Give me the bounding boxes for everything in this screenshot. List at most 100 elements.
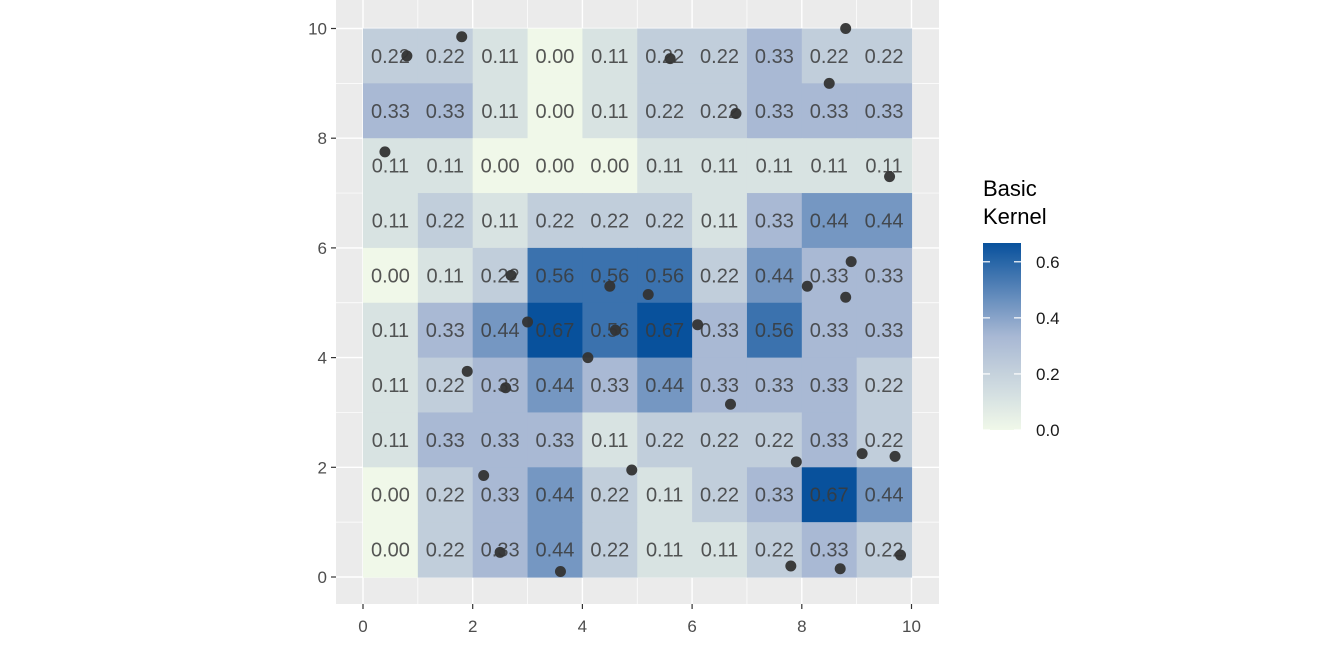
heatmap-cell: [472, 83, 529, 139]
y-axis-tick-label: 4: [318, 349, 327, 368]
data-point: [724, 398, 736, 410]
y-axis-tick-label: 8: [318, 129, 327, 148]
cell-value-label: 0.33: [810, 540, 849, 562]
cell-value-label: 0.33: [481, 485, 520, 507]
heatmap-cell: [637, 83, 693, 139]
heatmap-cell: [527, 247, 583, 304]
cell-value-label: 0.33: [700, 375, 739, 397]
heatmap-cell: [472, 193, 529, 249]
cell-value-label: 0.44: [865, 485, 904, 507]
cell-value-label: 0.22: [590, 210, 629, 232]
cell-value-label: 0.22: [755, 430, 794, 452]
heatmap-cell: [472, 412, 529, 468]
x-axis-tick-label: 0: [358, 617, 367, 636]
data-point: [785, 560, 797, 572]
cell-value-label: 0.44: [536, 485, 575, 507]
data-point: [840, 23, 852, 34]
legend-tick-label: 0.2: [1036, 365, 1060, 384]
heatmap-cell: [637, 412, 693, 468]
cell-value-label: 0.44: [536, 540, 575, 562]
cell-value-label: 0.33: [590, 375, 629, 397]
heatmap-cell: [856, 522, 913, 578]
legend-title: Kernel: [983, 204, 1047, 229]
data-point: [856, 448, 868, 460]
cell-value-label: 0.22: [700, 101, 739, 123]
heatmap-cell: [582, 412, 638, 468]
cell-value-label: 0.56: [590, 265, 629, 287]
x-axis-tick-label: 4: [578, 617, 587, 636]
legend-tick-label: 0.0: [1036, 421, 1060, 440]
cell-value-label: 0.22: [590, 540, 629, 562]
heatmap-cell: [363, 412, 419, 468]
cell-value-label: 0.11: [427, 156, 464, 178]
cell-value-label: 0.11: [701, 156, 738, 178]
data-point: [505, 269, 517, 281]
heatmap-cell: [417, 193, 474, 249]
heatmap-cell: [527, 83, 583, 139]
heatmap-cell: [746, 193, 803, 249]
heatmap-cell: [692, 193, 748, 249]
cell-value-label: 0.11: [810, 156, 847, 178]
cell-value-label: 0.00: [371, 265, 410, 287]
cell-value-label: 0.11: [865, 156, 902, 178]
heatmap-cell: [637, 522, 693, 578]
heatmap-cell: [692, 247, 748, 304]
cell-value-label: 0.11: [481, 46, 518, 68]
heatmap-cell: [527, 467, 583, 523]
data-point: [554, 566, 566, 578]
heatmap-cell: [856, 357, 913, 414]
heatmap-cell: [692, 522, 748, 578]
cell-value-label: 0.33: [426, 101, 465, 123]
heatmap-cell: [417, 247, 474, 304]
heatmap-cell: [856, 412, 913, 468]
cell-value-label: 0.11: [481, 210, 518, 232]
cell-value-label: 0.33: [481, 375, 520, 397]
cell-value-label: 0.11: [427, 265, 464, 287]
cell-value-label: 0.44: [755, 265, 794, 287]
heatmap-cell: [417, 83, 474, 139]
cell-value-label: 0.22: [755, 540, 794, 562]
heatmap-cell: [363, 522, 419, 578]
heatmap-cell: [527, 357, 583, 414]
cell-value-label: 0.00: [536, 101, 575, 123]
cell-value-label: 0.33: [865, 101, 904, 123]
heatmap-cell: [801, 522, 858, 578]
cell-value-label: 0.44: [481, 320, 520, 342]
cell-value-label: 0.11: [591, 430, 628, 452]
cell-value-label: 0.00: [590, 156, 629, 178]
cell-value-label: 0.33: [810, 101, 849, 123]
heatmap-cell: [746, 357, 803, 414]
cell-value-label: 0.00: [371, 540, 410, 562]
legend-tick-label: 0.6: [1036, 253, 1060, 272]
heatmap-cell: [363, 193, 419, 249]
cell-value-label: 0.22: [865, 430, 904, 452]
y-axis-tick-label: 0: [318, 568, 327, 587]
data-point: [692, 319, 704, 331]
cell-value-label: 0.11: [591, 101, 628, 123]
cell-value-label: 0.22: [645, 210, 684, 232]
cell-value-label: 0.33: [865, 265, 904, 287]
y-axis-tick-label: 6: [318, 239, 327, 258]
cell-value-label: 0.22: [426, 485, 465, 507]
cell-value-label: 0.33: [371, 101, 410, 123]
cell-value-label: 0.44: [865, 210, 904, 232]
heatmap-cell: [746, 247, 803, 304]
cell-value-label: 0.56: [755, 320, 794, 342]
heatmap-cell: [527, 28, 583, 84]
cell-value-label: 0.56: [645, 265, 684, 287]
data-point: [401, 50, 413, 62]
heatmap-cell: [582, 467, 638, 523]
heatmap-cell: [582, 28, 638, 84]
x-axis-tick-label: 6: [687, 617, 696, 636]
heatmap-cell: [363, 467, 419, 523]
heatmap-cell: [856, 247, 913, 304]
cell-value-label: 0.11: [372, 430, 409, 452]
cell-value-label: 0.33: [755, 101, 794, 123]
heatmap-cell: [527, 302, 583, 359]
heatmap-cell: [472, 357, 529, 414]
heatmap-cell: [801, 138, 858, 194]
data-point: [494, 546, 506, 558]
y-axis-tick-label: 2: [318, 458, 327, 477]
data-point: [626, 464, 638, 476]
cell-value-label: 0.11: [372, 375, 409, 397]
